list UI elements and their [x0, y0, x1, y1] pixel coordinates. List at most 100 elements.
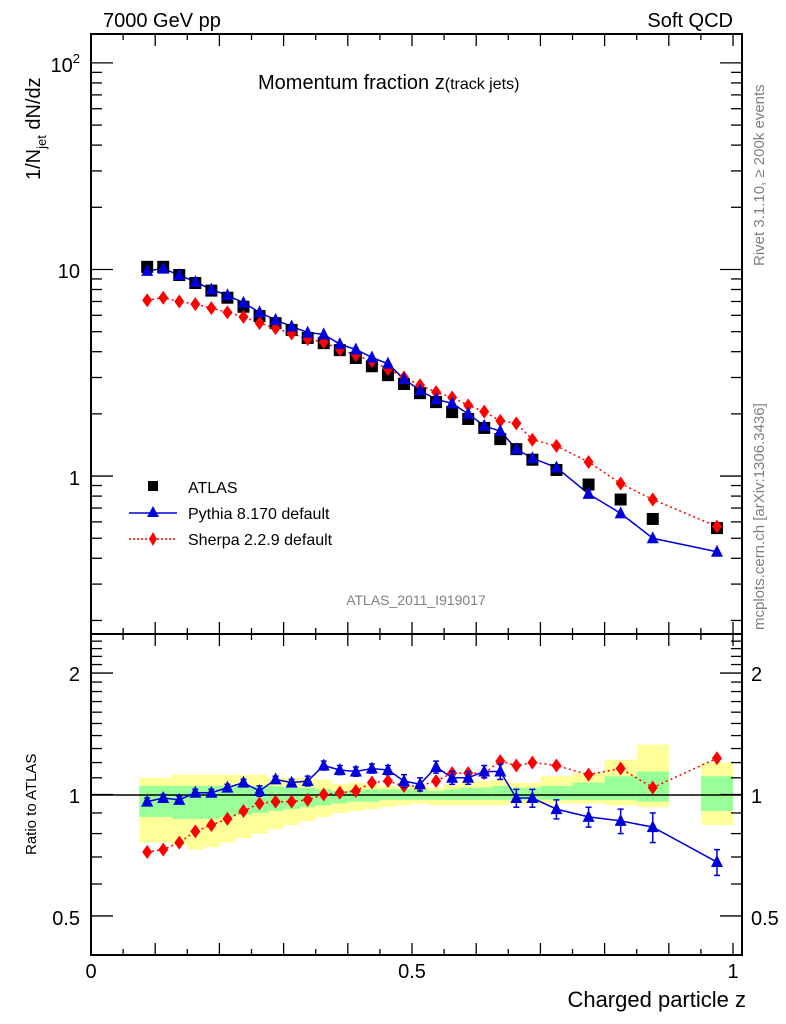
sherpa-ratio-point	[583, 767, 594, 782]
pythia-ratio-point	[285, 775, 298, 788]
sherpa-ratio-point	[174, 835, 185, 850]
x-tick-label-0.5: 0.5	[398, 961, 426, 983]
atlas-data-point	[446, 406, 459, 419]
sherpa-point	[254, 316, 265, 331]
pythia-point	[317, 327, 330, 340]
sherpa-ratio-point	[551, 758, 562, 773]
pythia-ratio-point	[550, 802, 563, 815]
pythia-ratio-point	[269, 772, 282, 785]
pythia-point	[237, 295, 250, 308]
y-axis-title-rest: dN/dz	[23, 77, 45, 135]
sherpa-point	[551, 438, 562, 453]
ratio-y-tick-label-right-1: 1	[751, 786, 762, 808]
sherpa-point	[174, 294, 185, 309]
uncertainty-band-stat	[476, 787, 493, 800]
sherpa-ratio-point	[302, 792, 313, 807]
sherpa-ratio-point	[158, 842, 169, 857]
legend-marker-sherpa	[149, 532, 157, 546]
pythia-point	[253, 305, 266, 318]
pythia-point	[141, 263, 154, 276]
ratio-y-tick-label-2: 2	[69, 664, 80, 686]
pythia-ratio-point	[333, 763, 346, 776]
legend-label-atlas: ATLAS	[188, 480, 238, 497]
pythia-ratio-point	[614, 813, 627, 826]
sherpa-point	[222, 305, 233, 320]
x-axis-title: Charged particle z	[567, 987, 746, 1012]
ratio-panel: Ratio to ATLAS 2 1 0.5 2 1 0.5 0 0.5 1 C…	[23, 633, 779, 1012]
pythia-point	[285, 319, 298, 332]
sherpa-point	[615, 476, 626, 491]
legend-marker-atlas	[148, 481, 158, 491]
sherpa-point	[158, 290, 169, 305]
pythia-ratio-point	[582, 809, 595, 822]
atlas-data-point	[646, 512, 659, 525]
sherpa-point	[238, 309, 249, 324]
sherpa-point	[495, 413, 506, 428]
sherpa-ratio-point	[206, 818, 217, 833]
sherpa-point	[190, 297, 201, 312]
legend-label-pythia: Pythia 8.170 default	[188, 506, 330, 523]
pythia-ratio-point	[446, 770, 459, 783]
sherpa-point	[206, 301, 217, 316]
legend-marker-pythia	[147, 506, 159, 517]
ratio-y-tick-label-1: 1	[69, 786, 80, 808]
pythia-ratio-point	[510, 791, 523, 804]
pythia-ratio-point	[253, 784, 266, 797]
sherpa-ratio-point	[190, 824, 201, 839]
atlas-data-point	[582, 478, 595, 491]
pythia-point	[550, 460, 563, 473]
pythia-point	[494, 424, 507, 437]
pythia-point	[526, 451, 539, 464]
pythia-point	[430, 392, 443, 405]
header-process-label: Soft QCD	[647, 10, 733, 32]
sherpa-ratio-point	[382, 774, 393, 789]
pythia-point	[157, 261, 170, 274]
sherpa-point	[431, 385, 442, 400]
atlas-data-point	[614, 493, 627, 506]
sherpa-ratio-point	[711, 751, 722, 766]
uncertainty-band-stat	[572, 782, 605, 800]
uncertainty-band-stat	[492, 785, 509, 800]
ratio-axis-ticks	[90, 634, 742, 955]
uncertainty-band-stat	[460, 787, 477, 800]
pythia-point	[189, 274, 202, 287]
ratio-y-tick-label-right-2: 2	[751, 664, 762, 686]
y-axis-title-sub: jet	[34, 135, 49, 150]
y-axis-title: 1/Njet dN/dz	[23, 77, 49, 180]
sherpa-ratio-point	[334, 785, 345, 800]
sherpa-ratio-point	[527, 755, 538, 770]
legend: ATLAS Pythia 8.170 default Sherpa 2.2.9 …	[129, 480, 333, 549]
sherpa-point	[463, 398, 474, 413]
pythia-ratio-point	[365, 761, 378, 774]
uncertainty-band-stat	[540, 785, 573, 800]
uncertainty-band-stat	[604, 776, 637, 800]
pythia-point	[446, 396, 459, 409]
pythia-ratio-point	[526, 791, 539, 804]
sherpa-point	[511, 416, 522, 431]
pythia-point	[349, 342, 362, 355]
y-tick-label-1: 1	[69, 468, 80, 490]
pythia-point	[221, 288, 234, 301]
sherpa-ratio-point	[254, 796, 265, 811]
pythia-ratio-point	[141, 794, 154, 807]
sherpa-ratio-point	[238, 804, 249, 819]
uncertainty-band-stat	[700, 776, 734, 812]
main-title: Momentum fraction z(track jets)	[258, 72, 519, 94]
uncertainty-band-stat	[235, 785, 252, 815]
mcplots-source-label: mcplots.cern.ch [arXiv:1306.3436]	[751, 403, 768, 630]
header-energy-label: 7000 GeV pp	[103, 10, 221, 32]
y-tick-label-10: 10	[58, 261, 80, 283]
main-axis-ticks	[90, 34, 742, 634]
sherpa-ratio-point	[431, 774, 442, 789]
pythia-point	[269, 312, 282, 325]
pythia-point	[173, 268, 186, 281]
pythia-point	[462, 406, 475, 419]
pythia-ratio-point	[237, 775, 250, 788]
pythia-point	[381, 356, 394, 369]
sherpa-ratio-point	[142, 845, 153, 860]
x-tick-label-1: 1	[727, 961, 738, 983]
pythia-ratio-point	[494, 764, 507, 777]
pythia-point	[710, 544, 723, 557]
y-tick-label-100-exp: 2	[73, 51, 80, 66]
pythia-point	[478, 418, 491, 431]
